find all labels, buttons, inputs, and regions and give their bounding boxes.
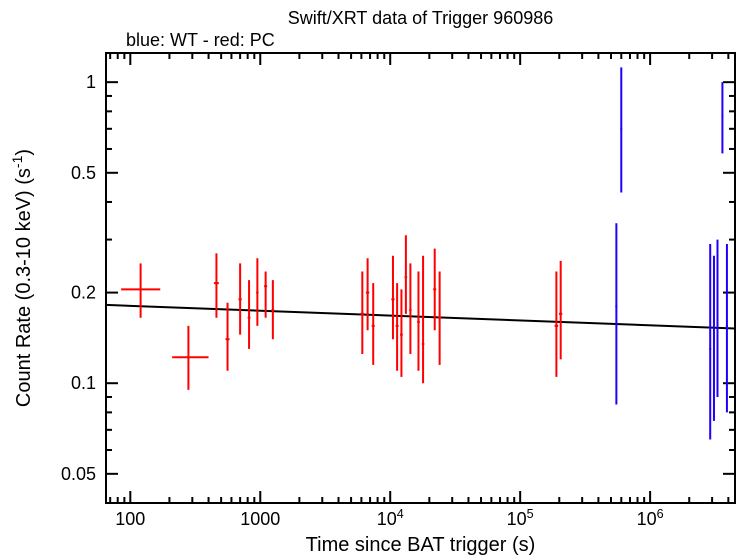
ytick-label: 0.05: [61, 464, 96, 484]
ytick-label: 0.5: [71, 163, 96, 183]
ytick-label: 0.2: [71, 283, 96, 303]
ytick-label: 1: [86, 72, 96, 92]
xtick-label: 1000: [240, 509, 280, 529]
x-axis-label: Time since BAT trigger (s): [306, 534, 536, 556]
xtick-label: 100: [115, 509, 145, 529]
ytick-label: 0.1: [71, 373, 96, 393]
chart-title: Swift/XRT data of Trigger 960986: [288, 8, 554, 28]
chart-subtitle: blue: WT - red: PC: [126, 30, 275, 50]
y-axis-label: Count Rate (0.3-10 keV) (s-1): [9, 149, 35, 407]
